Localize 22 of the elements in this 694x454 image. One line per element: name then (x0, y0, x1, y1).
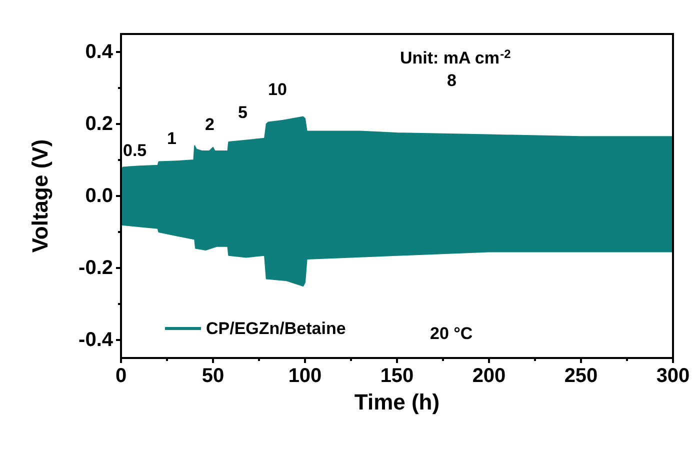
x-axis-title: Time (h) (354, 389, 440, 414)
annotation: 10 (268, 80, 287, 99)
y-tick-label: 0.2 (85, 113, 113, 135)
y-tick-label: -0.4 (78, 329, 114, 351)
y-tick-label: 0.0 (85, 185, 113, 207)
x-tick-label: 200 (472, 365, 506, 387)
x-tick-label: 300 (656, 365, 690, 387)
x-tick-label: 100 (288, 365, 322, 387)
legend-label: CP/EGZn/Betaine (206, 319, 346, 338)
annotation: 20 °C (430, 324, 473, 343)
annotation: 8 (447, 71, 456, 90)
y-tick-label: 0.4 (85, 41, 114, 63)
annotation: 2 (205, 115, 214, 134)
x-tick-label: 250 (564, 365, 598, 387)
x-tick-label: 150 (380, 365, 414, 387)
x-tick-label: 50 (202, 365, 224, 387)
annotation: 0.5 (123, 141, 147, 160)
annotation: 5 (238, 103, 248, 122)
y-axis-title: Voltage (V) (28, 139, 52, 253)
y-tick-label: -0.2 (78, 257, 113, 279)
x-tick-label: 0 (115, 365, 127, 387)
annotation: 1 (167, 129, 176, 148)
